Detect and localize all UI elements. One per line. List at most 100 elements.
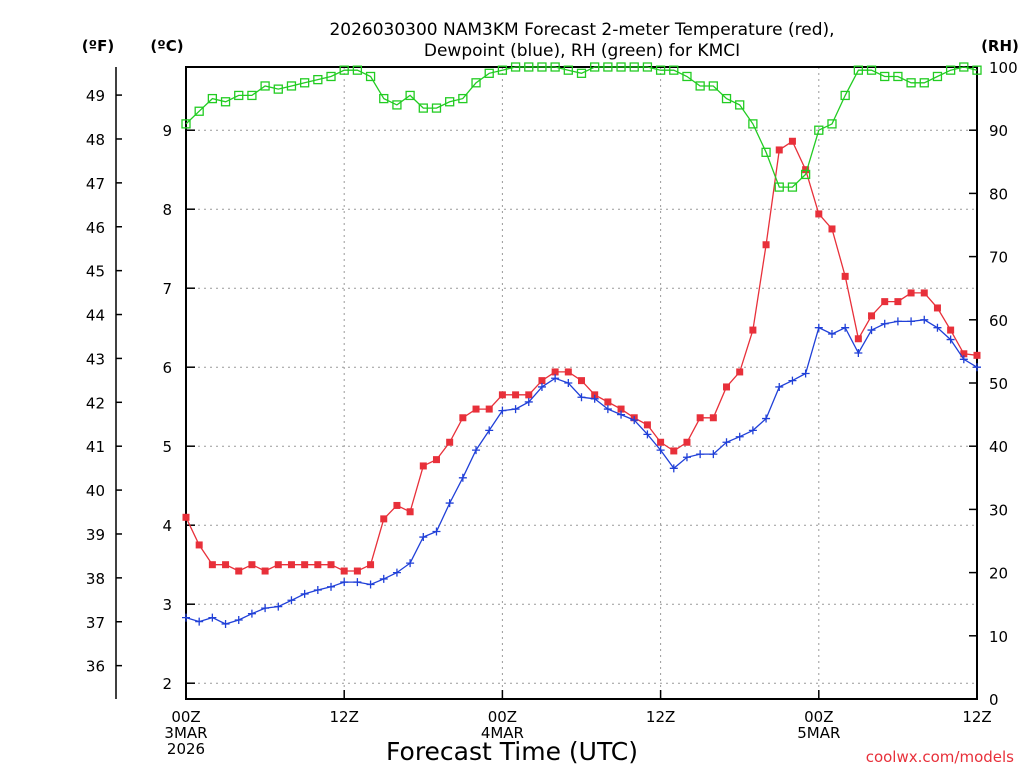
temperature-point (195, 541, 203, 549)
rh-point (840, 90, 850, 101)
rh-point (629, 62, 639, 72)
rh-point (379, 93, 389, 104)
dewpoint-line (185, 319, 978, 625)
dewpoint-point (841, 323, 850, 332)
fahrenheit-tick-label: 42 (86, 394, 105, 412)
temperature-point (841, 272, 849, 280)
fahrenheit-tick-label: 44 (86, 307, 105, 325)
rh-point (748, 119, 758, 129)
temperature-point (775, 146, 783, 154)
rh-point (695, 81, 705, 91)
temperature-point (960, 350, 968, 358)
temperature-point (538, 377, 546, 385)
dewpoint-point (973, 363, 981, 372)
dewpoint-point (907, 317, 916, 326)
rh-tick-label: 90 (989, 122, 1008, 140)
temperature-point (353, 567, 361, 575)
rh-point (603, 62, 613, 72)
dewpoint-point (472, 446, 481, 455)
plot-layer: 2345678936373839404142434445464748490102… (86, 59, 1018, 758)
rh-point (458, 93, 468, 104)
rh-point (405, 90, 415, 101)
dewpoint-point (814, 323, 823, 332)
rh-point (524, 62, 534, 72)
rh-tick-label: 30 (989, 501, 1008, 519)
temperature-point (208, 561, 216, 569)
dewpoint-point (603, 405, 612, 414)
rh-point (286, 81, 297, 91)
dewpoint-point (551, 374, 560, 383)
dewpoint-point (485, 426, 494, 435)
x-tick-label: 00Z (488, 708, 517, 726)
dewpoint-point (287, 596, 296, 605)
temperature-point (380, 515, 388, 523)
rh-point (761, 147, 771, 157)
rh-point (247, 90, 257, 101)
temperature-point (498, 391, 506, 399)
rh-point (445, 97, 455, 107)
rh-point (537, 62, 547, 72)
rh-tick-label: 50 (989, 375, 1008, 393)
temperature-point (222, 561, 230, 569)
rh-point (708, 81, 718, 91)
dewpoint-point (893, 317, 902, 326)
rh-point (365, 71, 376, 82)
temperature-point (868, 312, 876, 320)
rh-point (669, 65, 679, 75)
dewpoint-point (880, 319, 889, 328)
rh-point (682, 71, 692, 82)
rh-point (721, 93, 732, 104)
rh-point (484, 68, 494, 78)
temperature-point (564, 368, 572, 376)
dewpoint-point (564, 379, 573, 387)
x-tick-label: 12Z (646, 708, 675, 726)
rh-point (642, 62, 653, 72)
dewpoint-point (630, 416, 639, 425)
celsius-unit-label: (ºC) (150, 37, 183, 55)
dewpoint-point (458, 473, 467, 482)
rh-point (590, 62, 600, 72)
temperature-point (367, 561, 375, 569)
dewpoint-point (524, 397, 533, 406)
rh-point (774, 182, 784, 192)
rh-point (906, 78, 916, 88)
temperature-point (828, 225, 836, 233)
temperature-point (314, 561, 322, 569)
temperature-point (327, 561, 335, 569)
temperature-point (235, 567, 243, 575)
rh-point (814, 125, 824, 135)
x-tick-label: 5MAR (797, 724, 840, 742)
x-tick-label: 00Z (171, 708, 200, 726)
credit-text: coolwx.com/models (866, 748, 1014, 766)
dewpoint-point (827, 330, 836, 339)
fahrenheit-tick-label: 40 (86, 482, 105, 500)
dewpoint-point (854, 348, 863, 357)
celsius-tick-label: 9 (162, 122, 172, 140)
temperature-point (274, 561, 282, 569)
x-tick-label: 2026 (167, 740, 205, 758)
fahrenheit-tick-label: 46 (86, 219, 105, 237)
temperature-point (815, 210, 823, 218)
temperature-point (920, 289, 928, 297)
dewpoint-point (656, 446, 665, 455)
dewpoint-point (195, 617, 204, 626)
x-tick-label: 12Z (962, 708, 991, 726)
temperature-point (261, 567, 269, 575)
rh-point (510, 62, 521, 72)
rh-point (616, 62, 626, 72)
temperature-point (578, 377, 585, 385)
temperature-point (854, 335, 862, 343)
dewpoint-point (920, 315, 929, 324)
dewpoint-point (366, 580, 375, 589)
celsius-tick-label: 2 (162, 675, 172, 693)
rh-tick-label: 20 (989, 565, 1008, 583)
rh-tick-label: 100 (989, 59, 1018, 77)
fahrenheit-tick-label: 48 (86, 131, 105, 149)
dewpoint-point (590, 394, 599, 403)
dewpoint-point (709, 450, 718, 459)
rh-point (339, 65, 349, 75)
dewpoint-point (669, 464, 678, 473)
temperature-point (182, 513, 190, 521)
temperature-point (683, 438, 691, 446)
